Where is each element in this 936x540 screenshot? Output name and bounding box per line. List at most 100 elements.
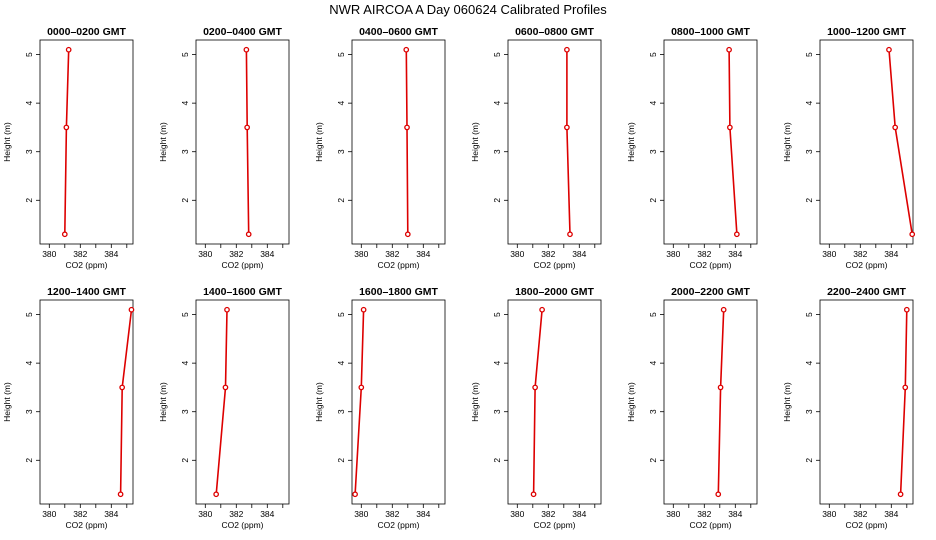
panel-title: 2000–2200 GMT	[671, 286, 750, 298]
x-tick-label: 384	[884, 249, 898, 259]
y-tick-label: 4	[180, 101, 190, 106]
profile-point	[903, 306, 910, 313]
panel-title: 2200–2400 GMT	[827, 286, 906, 298]
x-tick-label: 384	[416, 249, 430, 259]
profile-point	[243, 46, 250, 53]
plot-frame	[351, 299, 446, 505]
y-tick-label: 4	[804, 101, 814, 106]
panel-title: 0200–0400 GMT	[203, 26, 282, 38]
profile-line	[405, 49, 409, 235]
y-tick-label: 3	[336, 409, 346, 414]
profile-point	[564, 46, 570, 53]
x-tick-label: 380	[510, 509, 524, 519]
x-axis-label: CO2 (ppm)	[377, 520, 419, 530]
x-tick-label: 380	[822, 509, 836, 519]
y-axis-label: Height (m)	[470, 382, 480, 422]
y-tick-label: 5	[336, 312, 346, 317]
x-tick-label: 380	[198, 249, 212, 259]
x-axis-label: CO2 (ppm)	[533, 260, 575, 270]
profile-panel: 1000–1200 GMT 380 382 384 2 3 4 5 CO2 (ppm) Heigh…	[782, 26, 916, 270]
profile-line	[245, 49, 250, 235]
plot-frame	[507, 299, 602, 505]
profile-panel: 2000–2200 GMT 380 382 384 2 3 4 5 CO2 (ppm) Heigh…	[626, 286, 758, 530]
profile-point	[65, 46, 72, 53]
x-tick-label: 380	[354, 249, 368, 259]
y-axis-label: Height (m)	[158, 122, 168, 162]
panel-title: 0400–0600 GMT	[359, 26, 438, 38]
y-tick-label: 3	[180, 149, 190, 154]
profile-point	[886, 46, 892, 53]
profile-point	[119, 384, 126, 391]
profile-line	[119, 309, 133, 495]
y-tick-label: 2	[804, 198, 814, 203]
y-tick-label: 5	[648, 312, 658, 317]
x-axis-label: CO2 (ppm)	[377, 260, 419, 270]
y-tick-label: 2	[336, 458, 346, 463]
x-tick-label: 380	[42, 509, 56, 519]
y-tick-label: 4	[336, 101, 346, 106]
y-tick-label: 4	[492, 361, 502, 366]
plot-frame	[351, 39, 446, 245]
panel-title: 1800–2000 GMT	[515, 286, 594, 298]
figure-title: NWR AIRCOA A Day 060624 Calibrated Profi…	[329, 2, 607, 17]
x-tick-label: 382	[73, 249, 87, 259]
panel-title: 1600–1800 GMT	[359, 286, 438, 298]
x-tick-label: 382	[697, 509, 711, 519]
profile-point	[360, 306, 367, 313]
profile-point	[213, 491, 219, 498]
y-tick-label: 4	[24, 361, 34, 366]
y-tick-label: 2	[180, 458, 190, 463]
plot-frame	[663, 299, 758, 505]
y-tick-label: 2	[24, 198, 34, 203]
plot-frame	[195, 39, 290, 245]
profile-panel: 1800–2000 GMT 380 382 384 2 3 4 5 CO2 (ppm) Heigh…	[470, 286, 602, 530]
x-tick-label: 382	[385, 249, 399, 259]
x-axis-label: CO2 (ppm)	[221, 260, 263, 270]
y-tick-label: 2	[492, 198, 502, 203]
y-tick-label: 3	[24, 149, 34, 154]
y-tick-label: 4	[804, 361, 814, 366]
profile-panel: 0600–0800 GMT 380 382 384 2 3 4 5 CO2 (ppm) Heigh…	[470, 26, 602, 270]
panel-title: 0000–0200 GMT	[47, 26, 126, 38]
y-tick-label: 2	[804, 458, 814, 463]
profile-panel: 2200–2400 GMT 380 382 384 2 3 4 5 CO2 (ppm) Heigh…	[782, 286, 914, 530]
x-tick-label: 380	[822, 249, 836, 259]
y-tick-label: 4	[180, 361, 190, 366]
profile-line	[899, 309, 908, 495]
profile-point	[892, 124, 899, 131]
plot-frame	[39, 39, 134, 245]
y-axis-label: Height (m)	[2, 382, 12, 422]
x-tick-label: 380	[354, 509, 368, 519]
y-tick-label: 3	[804, 149, 814, 154]
x-axis-label: CO2 (ppm)	[533, 520, 575, 530]
x-tick-label: 380	[510, 249, 524, 259]
x-tick-label: 384	[104, 509, 118, 519]
x-axis-label: CO2 (ppm)	[689, 260, 731, 270]
profile-line	[215, 309, 228, 495]
x-tick-label: 380	[666, 509, 680, 519]
y-tick-label: 2	[24, 458, 34, 463]
profile-panel: 0200–0400 GMT 380 382 384 2 3 4 5 CO2 (ppm) Heigh…	[158, 26, 290, 270]
profile-panel: 0800–1000 GMT 380 382 384 2 3 4 5 CO2 (ppm) Heigh…	[626, 26, 758, 270]
y-tick-label: 5	[24, 52, 34, 57]
profile-line	[717, 309, 725, 495]
y-tick-label: 5	[492, 312, 502, 317]
y-tick-label: 3	[648, 149, 658, 154]
y-axis-label: Height (m)	[626, 382, 636, 422]
y-tick-label: 4	[24, 101, 34, 106]
profile-point	[244, 124, 250, 131]
profile-point	[403, 46, 410, 53]
x-tick-label: 382	[853, 249, 867, 259]
profile-point	[902, 384, 909, 391]
profile-point	[352, 491, 358, 498]
profile-point	[720, 306, 727, 313]
y-tick-label: 3	[804, 409, 814, 414]
profile-point	[727, 124, 733, 131]
profile-point	[222, 384, 229, 391]
plot-frame	[507, 39, 602, 245]
profile-line	[354, 309, 365, 495]
y-tick-label: 3	[648, 409, 658, 414]
y-axis-label: Height (m)	[2, 122, 12, 162]
y-tick-label: 5	[492, 52, 502, 57]
